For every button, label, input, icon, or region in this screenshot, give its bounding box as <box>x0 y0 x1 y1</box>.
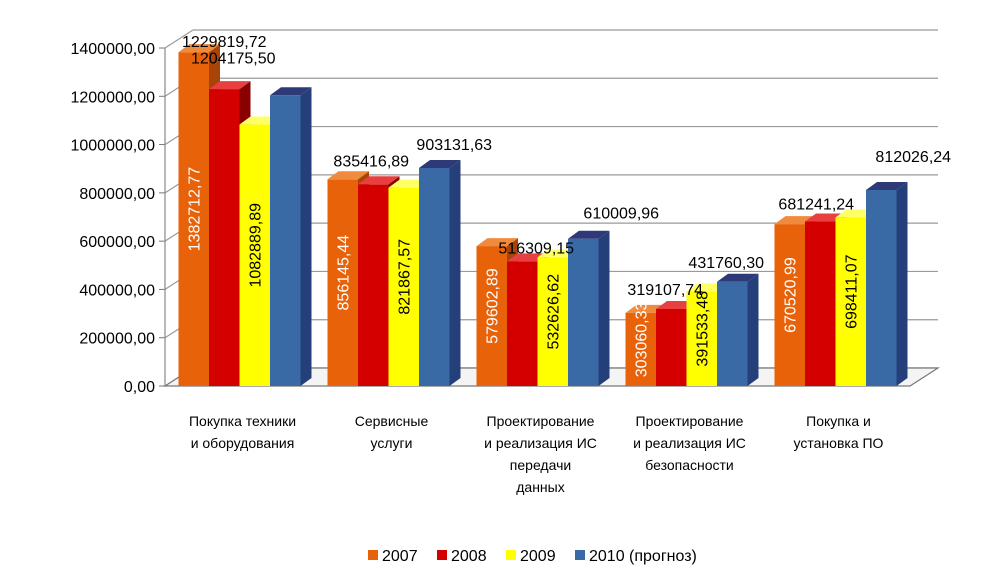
y-tick-label: 1400000,00 <box>70 41 155 58</box>
y-tick-label: 1000000,00 <box>70 138 155 155</box>
category-label: Сервисные <box>355 413 429 429</box>
data-label: 670520,99 <box>783 257 800 333</box>
legend-label: 2010 (прогноз) <box>589 548 697 565</box>
bar-front <box>270 95 301 387</box>
bar-top <box>358 176 400 185</box>
category-label: Покупка и <box>806 413 871 429</box>
bar-top <box>327 171 369 180</box>
category-label: и реализация ИС <box>484 435 597 451</box>
bar-front <box>476 246 507 386</box>
category-label: установка ПО <box>794 435 884 451</box>
bar-side <box>747 273 759 386</box>
legend-swatch <box>506 550 516 560</box>
bar-side <box>449 159 461 386</box>
data-label: 1382712,77 <box>187 167 204 252</box>
bar <box>568 230 610 386</box>
bar-front <box>419 167 450 386</box>
bar <box>717 273 759 386</box>
data-label: 1204175,50 <box>191 50 276 67</box>
category-label: безопасности <box>645 457 734 473</box>
category-label: Покупка техники <box>189 413 296 429</box>
bar-front <box>568 238 599 386</box>
category-label: услуги <box>371 435 413 451</box>
bar-top <box>178 44 220 53</box>
y-tick-label: 600000,00 <box>79 234 155 251</box>
bar-front <box>327 179 358 386</box>
data-label: 812026,24 <box>875 149 951 166</box>
bar-side <box>896 181 908 386</box>
data-label: 319107,74 <box>627 282 703 299</box>
data-label: 1229819,72 <box>182 34 267 51</box>
category-label: данных <box>516 479 564 495</box>
y-tick-label: 0,00 <box>124 379 155 396</box>
data-label: 698411,07 <box>844 254 861 329</box>
data-label: 821867,57 <box>397 239 414 315</box>
bar-front <box>835 217 866 386</box>
category-label: и реализация ИС <box>633 435 746 451</box>
y-tick-label: 1200000,00 <box>70 89 155 106</box>
data-label: 1082889,89 <box>248 203 265 288</box>
y-tick-label: 400000,00 <box>79 282 155 299</box>
bar <box>419 159 461 386</box>
bar-front <box>537 257 568 386</box>
bar-front <box>239 124 270 386</box>
bar-side <box>300 87 312 387</box>
bar-front <box>507 261 538 386</box>
bar-front <box>656 308 687 386</box>
legend-swatch <box>575 550 585 560</box>
bar-top <box>866 181 908 190</box>
data-label: 303060,33 <box>634 302 651 378</box>
grid-side-line <box>164 29 194 49</box>
bar-top <box>476 238 518 247</box>
bar-front <box>717 281 748 386</box>
bar-side <box>598 230 610 386</box>
legend-label: 2008 <box>451 548 487 565</box>
legend-label: 2009 <box>520 548 556 565</box>
bar-top <box>568 230 610 239</box>
bar-front <box>625 312 656 386</box>
data-label: 903131,63 <box>416 137 492 154</box>
data-label: 610009,96 <box>583 206 659 223</box>
category-label: Проектирование <box>487 413 595 429</box>
category-label: передачи <box>510 457 571 473</box>
category-label: и оборудования <box>191 435 295 451</box>
bar-front <box>209 89 240 387</box>
data-label: 431760,30 <box>688 255 764 272</box>
data-label: 516309,15 <box>498 240 574 257</box>
bar-top <box>419 159 461 168</box>
bar <box>866 181 908 386</box>
bar-front <box>866 189 897 386</box>
bar-top <box>209 81 251 90</box>
legend-swatch <box>437 550 447 560</box>
data-label: 391533,48 <box>695 291 712 367</box>
bar-front <box>358 184 389 386</box>
y-tick-label: 800000,00 <box>79 186 155 203</box>
legend-swatch <box>368 550 378 560</box>
bar-top <box>270 87 312 96</box>
legend-label: 2007 <box>382 548 418 565</box>
data-label: 835416,89 <box>333 153 409 170</box>
bar-front <box>774 224 805 386</box>
bar <box>270 87 312 387</box>
y-tick-label: 200000,00 <box>79 331 155 348</box>
bar-front <box>388 187 419 386</box>
data-label: 579602,89 <box>485 268 502 344</box>
data-label: 856145,44 <box>336 235 353 311</box>
category-label: Проектирование <box>636 413 744 429</box>
bar-front <box>805 221 836 386</box>
bar-front <box>686 291 717 386</box>
bar-front <box>178 52 209 386</box>
data-label: 532626,62 <box>546 274 563 350</box>
bar-top <box>717 273 759 282</box>
data-label: 681241,24 <box>778 197 854 214</box>
